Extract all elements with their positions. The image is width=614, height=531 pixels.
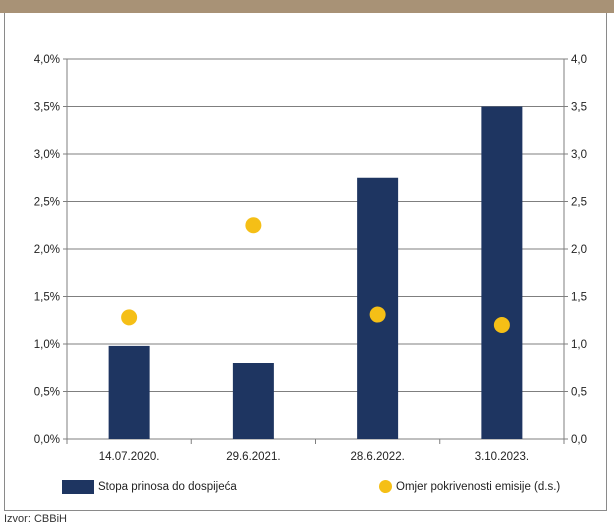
y-tick-label: 3,0% — [34, 149, 60, 161]
source-note: Izvor: CBBiH — [4, 513, 67, 525]
y2-tick-label: 3,0 — [571, 149, 587, 161]
y2-tick-label: 1,0 — [571, 339, 587, 351]
dot-2 — [245, 217, 262, 234]
bar-1 — [108, 345, 150, 439]
bar-2 — [232, 363, 274, 439]
bar-4 — [481, 106, 523, 439]
y-tick-label: 0,0% — [34, 434, 60, 446]
x-tick-label: 3.10.2023. — [475, 451, 529, 463]
dot-3 — [369, 306, 386, 323]
y2-tick-label: 4,0 — [571, 54, 587, 66]
header-band — [0, 0, 614, 13]
x-tick-label: 29.6.2021. — [226, 451, 280, 463]
legend-dot-label: Omjer pokrivenosti emisije (d.s.) — [396, 480, 561, 493]
legend-item-dot: Omjer pokrivenosti emisije (d.s.) — [379, 480, 560, 493]
y2-tick-label: 2,5 — [571, 197, 587, 209]
y-tick-label: 0,5% — [34, 387, 60, 399]
x-tick-label: 14.07.2020. — [99, 451, 160, 463]
y-tick-label: 2,0% — [34, 244, 60, 256]
legend-bar-label: Stopa prinosa do dospijeća — [98, 481, 237, 493]
y2-tick-label: 0,0 — [571, 434, 587, 446]
legend-dot-swatch — [379, 480, 392, 493]
y2-tick-label: 1,5 — [571, 292, 587, 304]
y-tick-label: 2,5% — [34, 197, 60, 209]
dot-4 — [493, 317, 510, 333]
y2-tick-label: 0,5 — [571, 387, 587, 399]
y-tick-label: 3,5% — [34, 102, 60, 114]
y2-tick-label: 2,0 — [571, 244, 587, 256]
y-tick-label: 1,5% — [34, 292, 60, 304]
y-tick-label: 4,0% — [34, 54, 60, 66]
dot-1 — [121, 309, 138, 326]
legend-item-bar: Stopa prinosa do dospijeća — [62, 480, 237, 494]
y2-tick-label: 3,5 — [571, 102, 587, 114]
x-tick-label: 28.6.2022. — [350, 451, 404, 463]
legend-bar-swatch — [62, 480, 94, 494]
chart-frame — [4, 13, 607, 511]
y-tick-label: 1,0% — [34, 339, 60, 351]
